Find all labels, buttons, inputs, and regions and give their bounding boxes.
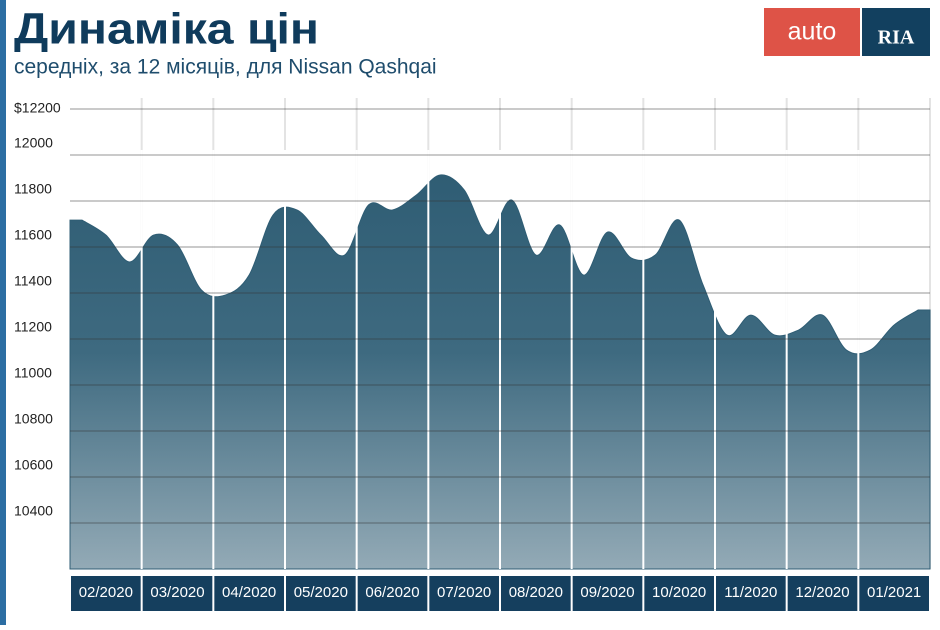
x-tick-label: 09/2020 (580, 584, 634, 601)
x-label-box (787, 576, 858, 611)
y-tick-label: 11800 (14, 181, 52, 197)
x-tick-label: 12/2020 (795, 584, 849, 601)
y-tick-label: 10400 (14, 503, 53, 519)
x-tick-label: 04/2020 (222, 584, 276, 601)
chart-title: Динаміка цін (14, 5, 319, 54)
x-label-box (357, 576, 428, 611)
x-label-box (716, 576, 786, 611)
x-label-box (214, 576, 284, 611)
x-label-box (142, 576, 213, 611)
chart-subtitle: середніх, за 12 місяців, для Nissan Qash… (14, 56, 437, 79)
x-tick-label: 02/2020 (79, 584, 133, 601)
logo-text: auto (788, 18, 837, 46)
logo-left (764, 8, 860, 56)
x-tick-label: 07/2020 (437, 584, 491, 601)
x-label-box (429, 576, 499, 611)
x-tick-label: 05/2020 (294, 584, 348, 601)
y-tick-label: 11000 (14, 365, 52, 381)
y-tick-label: 11200 (14, 319, 52, 335)
x-label-box (286, 576, 356, 611)
x-tick-label: 11/2020 (724, 584, 777, 601)
x-tick-label: 03/2020 (150, 584, 204, 601)
x-label-box (859, 576, 929, 611)
x-label-box (572, 576, 643, 611)
x-tick-label: 10/2020 (652, 584, 706, 601)
x-tick-label: 01/2021 (867, 584, 921, 601)
logo-text: RIA (878, 27, 915, 49)
x-tick-label: 06/2020 (365, 584, 419, 601)
x-label-box (644, 576, 714, 611)
y-tick-label: 11600 (14, 227, 52, 243)
y-tick-label: 10800 (14, 411, 53, 427)
x-label-box (71, 576, 141, 611)
x-label-box (501, 576, 571, 611)
y-tick-label: 11400 (14, 273, 52, 289)
side-bar (0, 0, 6, 625)
logo-right (862, 8, 930, 56)
y-tick-label: 12000 (14, 135, 53, 151)
y-tick-label: $12200 (14, 100, 61, 116)
x-tick-label: 08/2020 (509, 584, 563, 601)
y-tick-label: 10600 (14, 457, 53, 473)
